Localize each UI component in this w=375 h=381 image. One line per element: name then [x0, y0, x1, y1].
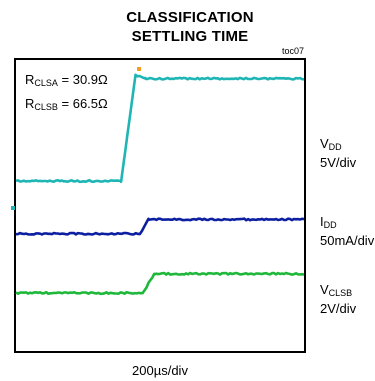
trace-idd	[16, 219, 304, 235]
ground-marker	[11, 206, 15, 210]
annotation-rclsb: RCLSB = 66.5Ω	[25, 96, 108, 112]
annotation-rclsa: RCLSA = 30.9Ω	[25, 72, 108, 88]
chart-title-line-2: SETTLING TIME	[60, 28, 320, 46]
chart-title-line-1: CLASSIFICATION	[60, 9, 320, 27]
x-scale-label: 200µs/div	[0, 363, 320, 378]
series-label-vclsb: VCLSB 2V/div	[320, 282, 356, 317]
series-label-vdd: VDD 5V/div	[320, 136, 356, 171]
trace-vclsb	[16, 273, 304, 294]
trace-vdd	[16, 75, 304, 182]
figure-tag: toc07	[282, 46, 304, 56]
series-label-idd: IDD 50mA/div	[320, 214, 374, 249]
trigger-marker	[137, 67, 141, 71]
